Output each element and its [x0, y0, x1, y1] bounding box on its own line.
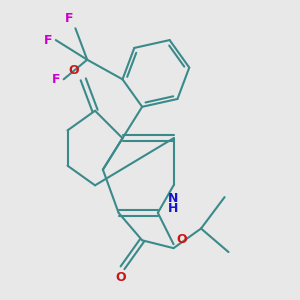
- Text: N: N: [168, 192, 179, 206]
- Text: O: O: [68, 64, 79, 77]
- Text: O: O: [115, 271, 126, 284]
- Text: F: F: [65, 12, 74, 25]
- Text: H: H: [168, 202, 179, 215]
- Text: F: F: [52, 73, 61, 86]
- Text: F: F: [44, 34, 52, 46]
- Text: O: O: [177, 233, 187, 246]
